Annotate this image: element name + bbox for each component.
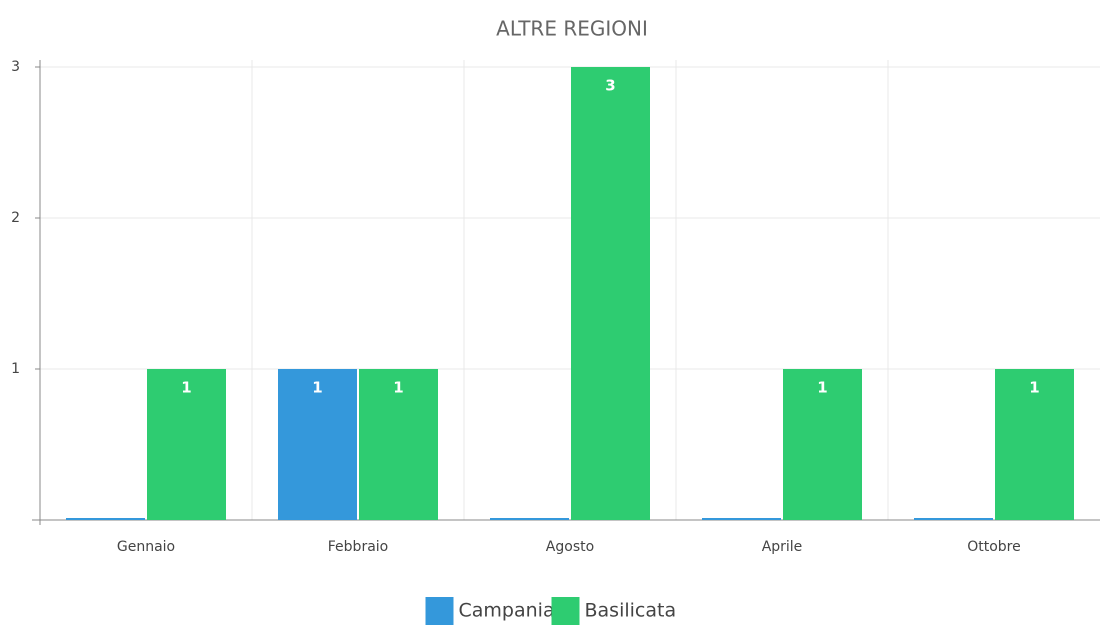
bar [147, 369, 226, 520]
legend-swatch [551, 597, 580, 625]
legend-label: Basilicata [585, 600, 677, 622]
data-label: 1 [393, 379, 403, 397]
legend-label: Campania [459, 600, 555, 622]
x-tick-label: Aprile [762, 539, 803, 555]
x-tick-label: Ottobre [967, 539, 1021, 555]
bar [783, 369, 862, 520]
chart-title: ALTRE REGIONI [496, 17, 648, 41]
y-tick-label: 1 [11, 361, 20, 377]
data-label: 1 [312, 379, 322, 397]
bar [571, 67, 650, 520]
bar [702, 518, 781, 520]
data-label: 1 [1029, 379, 1039, 397]
x-tick-label: Agosto [546, 539, 594, 555]
data-label: 1 [817, 379, 827, 397]
bar [66, 518, 145, 520]
x-tick-label: Febbraio [328, 539, 388, 555]
bar [914, 518, 993, 520]
y-tick-label: 2 [11, 210, 20, 226]
bar [490, 518, 569, 520]
data-label: 1 [181, 379, 191, 397]
bar [359, 369, 438, 520]
data-label: 3 [605, 77, 615, 95]
y-tick-label: 3 [11, 59, 20, 75]
x-tick-label: Gennaio [117, 539, 175, 555]
bar [278, 369, 357, 520]
legend-swatch [425, 597, 454, 625]
bar [995, 369, 1074, 520]
